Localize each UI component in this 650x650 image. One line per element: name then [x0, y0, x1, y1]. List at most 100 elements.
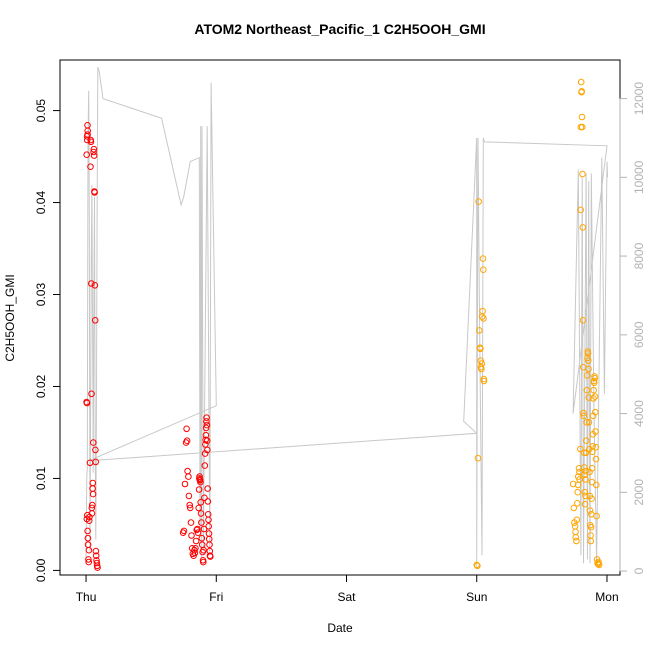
data-point [580, 412, 588, 420]
y2-tick-label: 4000 [632, 400, 646, 427]
data-point [592, 455, 600, 463]
data-point [198, 541, 206, 549]
y-axis-label: C2H5OOH_GMI [3, 274, 17, 361]
data-point [582, 492, 589, 500]
y-tick-label: 0.01 [34, 466, 48, 490]
data-point [188, 532, 195, 539]
data-point [473, 561, 481, 569]
data-point [194, 529, 202, 537]
data-point [201, 494, 208, 502]
data-point [479, 255, 487, 262]
data-point [590, 386, 598, 394]
x-tick-label: Thu [76, 590, 97, 604]
x-tick-label: Mon [595, 590, 618, 604]
data-point [577, 78, 585, 86]
data-point [197, 499, 204, 506]
data-point [92, 458, 99, 466]
data-point [180, 527, 188, 535]
y2-tick-label: 0 [632, 567, 646, 574]
data-point [88, 390, 95, 398]
data-point [477, 345, 484, 353]
data-point [574, 500, 581, 507]
data-point [595, 558, 602, 566]
data-point [592, 408, 599, 416]
data-point [186, 504, 194, 512]
data-point [184, 467, 191, 475]
data-point [577, 206, 585, 214]
data-point [581, 488, 589, 496]
data-point [183, 437, 191, 445]
data-point [200, 546, 207, 554]
data-point [185, 492, 193, 500]
data-point [587, 523, 595, 531]
data-point [90, 439, 97, 446]
data-point [573, 537, 580, 545]
data-point [480, 377, 488, 385]
data-point [585, 365, 592, 373]
data-point [187, 519, 195, 526]
x-tick-label: Fri [209, 590, 223, 604]
data-point [593, 481, 600, 489]
data-point [478, 360, 486, 367]
data-point [94, 564, 101, 571]
x-tick-label: Sat [338, 590, 357, 604]
data-point [592, 443, 600, 451]
y-tick-label: 0.05 [34, 99, 48, 123]
data-point [207, 553, 214, 560]
data-point [582, 476, 589, 483]
data-point [197, 478, 204, 486]
data-point [185, 473, 192, 480]
data-point [589, 412, 597, 420]
data-point [205, 530, 213, 537]
data-point [85, 556, 92, 563]
data-point [200, 558, 207, 566]
data-point [191, 549, 199, 557]
data-point [579, 317, 587, 324]
data-point [91, 282, 99, 289]
chart-title: ATOM2 Northeast_Pacific_1 C2H5OOH_GMI [194, 21, 485, 37]
y-axis-right: 0 2000 4000 6000 8000 10000 12000 [619, 82, 646, 574]
data-point [186, 501, 193, 509]
data-point [580, 409, 587, 417]
data-point [83, 399, 91, 407]
data-point [92, 552, 100, 560]
data-point [583, 437, 590, 445]
data-point [203, 414, 210, 422]
x-axis: Thu Fri Sat Sun Mon [76, 574, 619, 604]
data-point [198, 534, 206, 542]
data-point [202, 424, 210, 432]
data-point [587, 537, 595, 545]
data-point [584, 354, 591, 362]
data-point [203, 437, 211, 445]
altitude-line [85, 66, 609, 568]
y2-tick-label: 12000 [632, 82, 646, 116]
data-point [84, 527, 91, 535]
x-tick-label: Sun [466, 590, 487, 604]
data-point [84, 131, 91, 138]
x-axis-label: Date [327, 621, 353, 635]
data-point [595, 561, 603, 569]
data-point [572, 528, 579, 536]
data-point [90, 145, 98, 153]
data-point [591, 374, 599, 382]
y2-tick-label: 10000 [632, 160, 646, 194]
data-point [192, 537, 200, 545]
y2-tick-label: 6000 [632, 321, 646, 348]
data-point [88, 280, 95, 287]
data-point [89, 490, 97, 498]
data-point [585, 419, 593, 426]
data-point [590, 395, 597, 402]
data-point [87, 163, 94, 170]
data-point [85, 546, 93, 554]
data-point [476, 327, 483, 334]
data-points-group [83, 78, 603, 571]
data-point [581, 471, 588, 479]
data-point [195, 486, 203, 493]
y-tick-label: 0.04 [34, 191, 48, 215]
data-point [204, 446, 211, 454]
data-point [590, 379, 598, 387]
data-point [183, 425, 190, 433]
data-point [87, 138, 95, 146]
data-point [202, 441, 209, 448]
